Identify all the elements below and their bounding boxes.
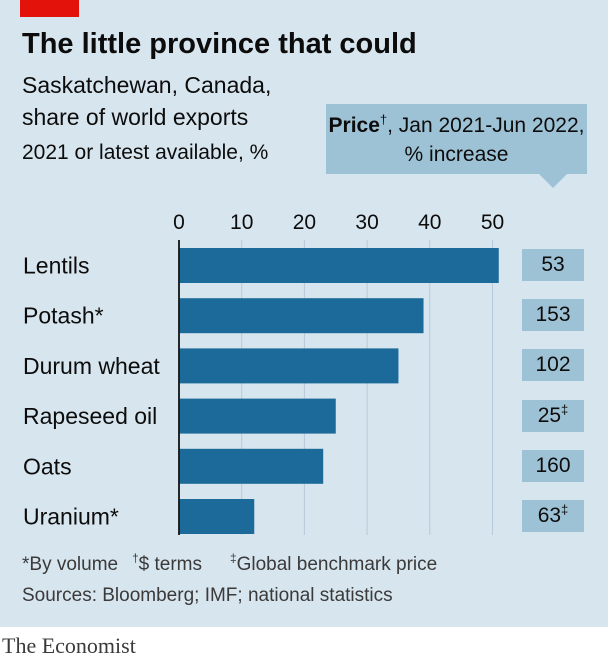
footnote-dollar-text: $ terms: [138, 554, 203, 575]
bar-1: [179, 298, 424, 334]
bar-5: [179, 499, 255, 534]
bar-0: [179, 248, 499, 283]
price-header-box: Price†, Jan 2021-Jun 2022, % increase: [326, 104, 587, 174]
x-tick-label: 30: [355, 211, 378, 234]
price-header-pointer: [539, 174, 567, 188]
price-mark: ‡: [561, 502, 569, 517]
price-value: 102: [535, 353, 571, 377]
category-label: Lentils: [23, 253, 89, 279]
chart-title: The little province that could: [22, 28, 417, 60]
footnote-benchmark: ‡Global benchmark price: [230, 552, 451, 575]
price-header-dagger: †: [379, 112, 388, 127]
subtitle-line-3: 2021 or latest available, %: [22, 141, 269, 164]
price-value-box: 102: [522, 349, 584, 382]
sources: Sources: Bloomberg; IMF; national statis…: [22, 585, 393, 606]
category-label: Potash*: [23, 303, 104, 329]
category-label: Oats: [23, 453, 72, 479]
footnote-by-volume: *By volume: [22, 554, 119, 575]
price-value: 53: [541, 253, 565, 276]
economist-logo-text: The Economist: [2, 633, 136, 658]
category-label: Durum wheat: [23, 353, 160, 379]
price-header-period: , Jan 2021-Jun 2022,: [387, 114, 585, 137]
price-header-label: Price: [328, 114, 380, 137]
category-label: Uranium*: [23, 504, 119, 530]
x-tick-label: 10: [230, 211, 253, 234]
chart-card: The little province that could Saskatche…: [0, 0, 608, 627]
footnote-benchmark-text: Global benchmark price: [236, 554, 438, 575]
bar-3: [179, 398, 336, 434]
bar-2: [179, 348, 399, 384]
x-tick-label: 0: [173, 211, 185, 234]
price-value: 160: [535, 453, 571, 477]
economist-red-tag: [20, 0, 79, 17]
footnotes: *By volume †$ terms ‡Global benchmark pric…: [22, 552, 465, 576]
price-value-box: 25‡: [522, 399, 584, 432]
price-value-box: 153: [522, 299, 584, 332]
price-value: 153: [535, 303, 571, 327]
subtitle-line-1: Saskatchewan, Canada,: [22, 72, 272, 98]
price-value-box: 160: [522, 449, 584, 482]
price-value: 63: [537, 504, 562, 527]
price-value-box: 63‡: [522, 500, 584, 532]
price-value-box: 53: [522, 249, 584, 281]
category-label: Rapeseed oil: [23, 403, 157, 429]
footnote-dagger: †: [132, 552, 139, 566]
x-tick-label: 40: [418, 211, 441, 234]
footnote-double-dagger: ‡: [230, 552, 237, 566]
footnote-dollar-terms: †$ terms: [132, 552, 216, 575]
x-tick-label: 50: [481, 211, 504, 234]
subtitle-line-2: share of world exports: [22, 104, 249, 130]
price-mark: ‡: [561, 401, 569, 417]
bar-chart: 0 10 20 30 40 50 Lentils Potash* Durum wheat Rape…: [23, 211, 504, 535]
bar-4: [179, 448, 324, 484]
price-header-line-1: Price†, Jan 2021-Jun 2022,: [326, 112, 587, 138]
x-tick-label: 20: [293, 211, 316, 234]
price-header-line-2: % increase: [404, 143, 509, 166]
price-value: 25: [537, 403, 562, 427]
